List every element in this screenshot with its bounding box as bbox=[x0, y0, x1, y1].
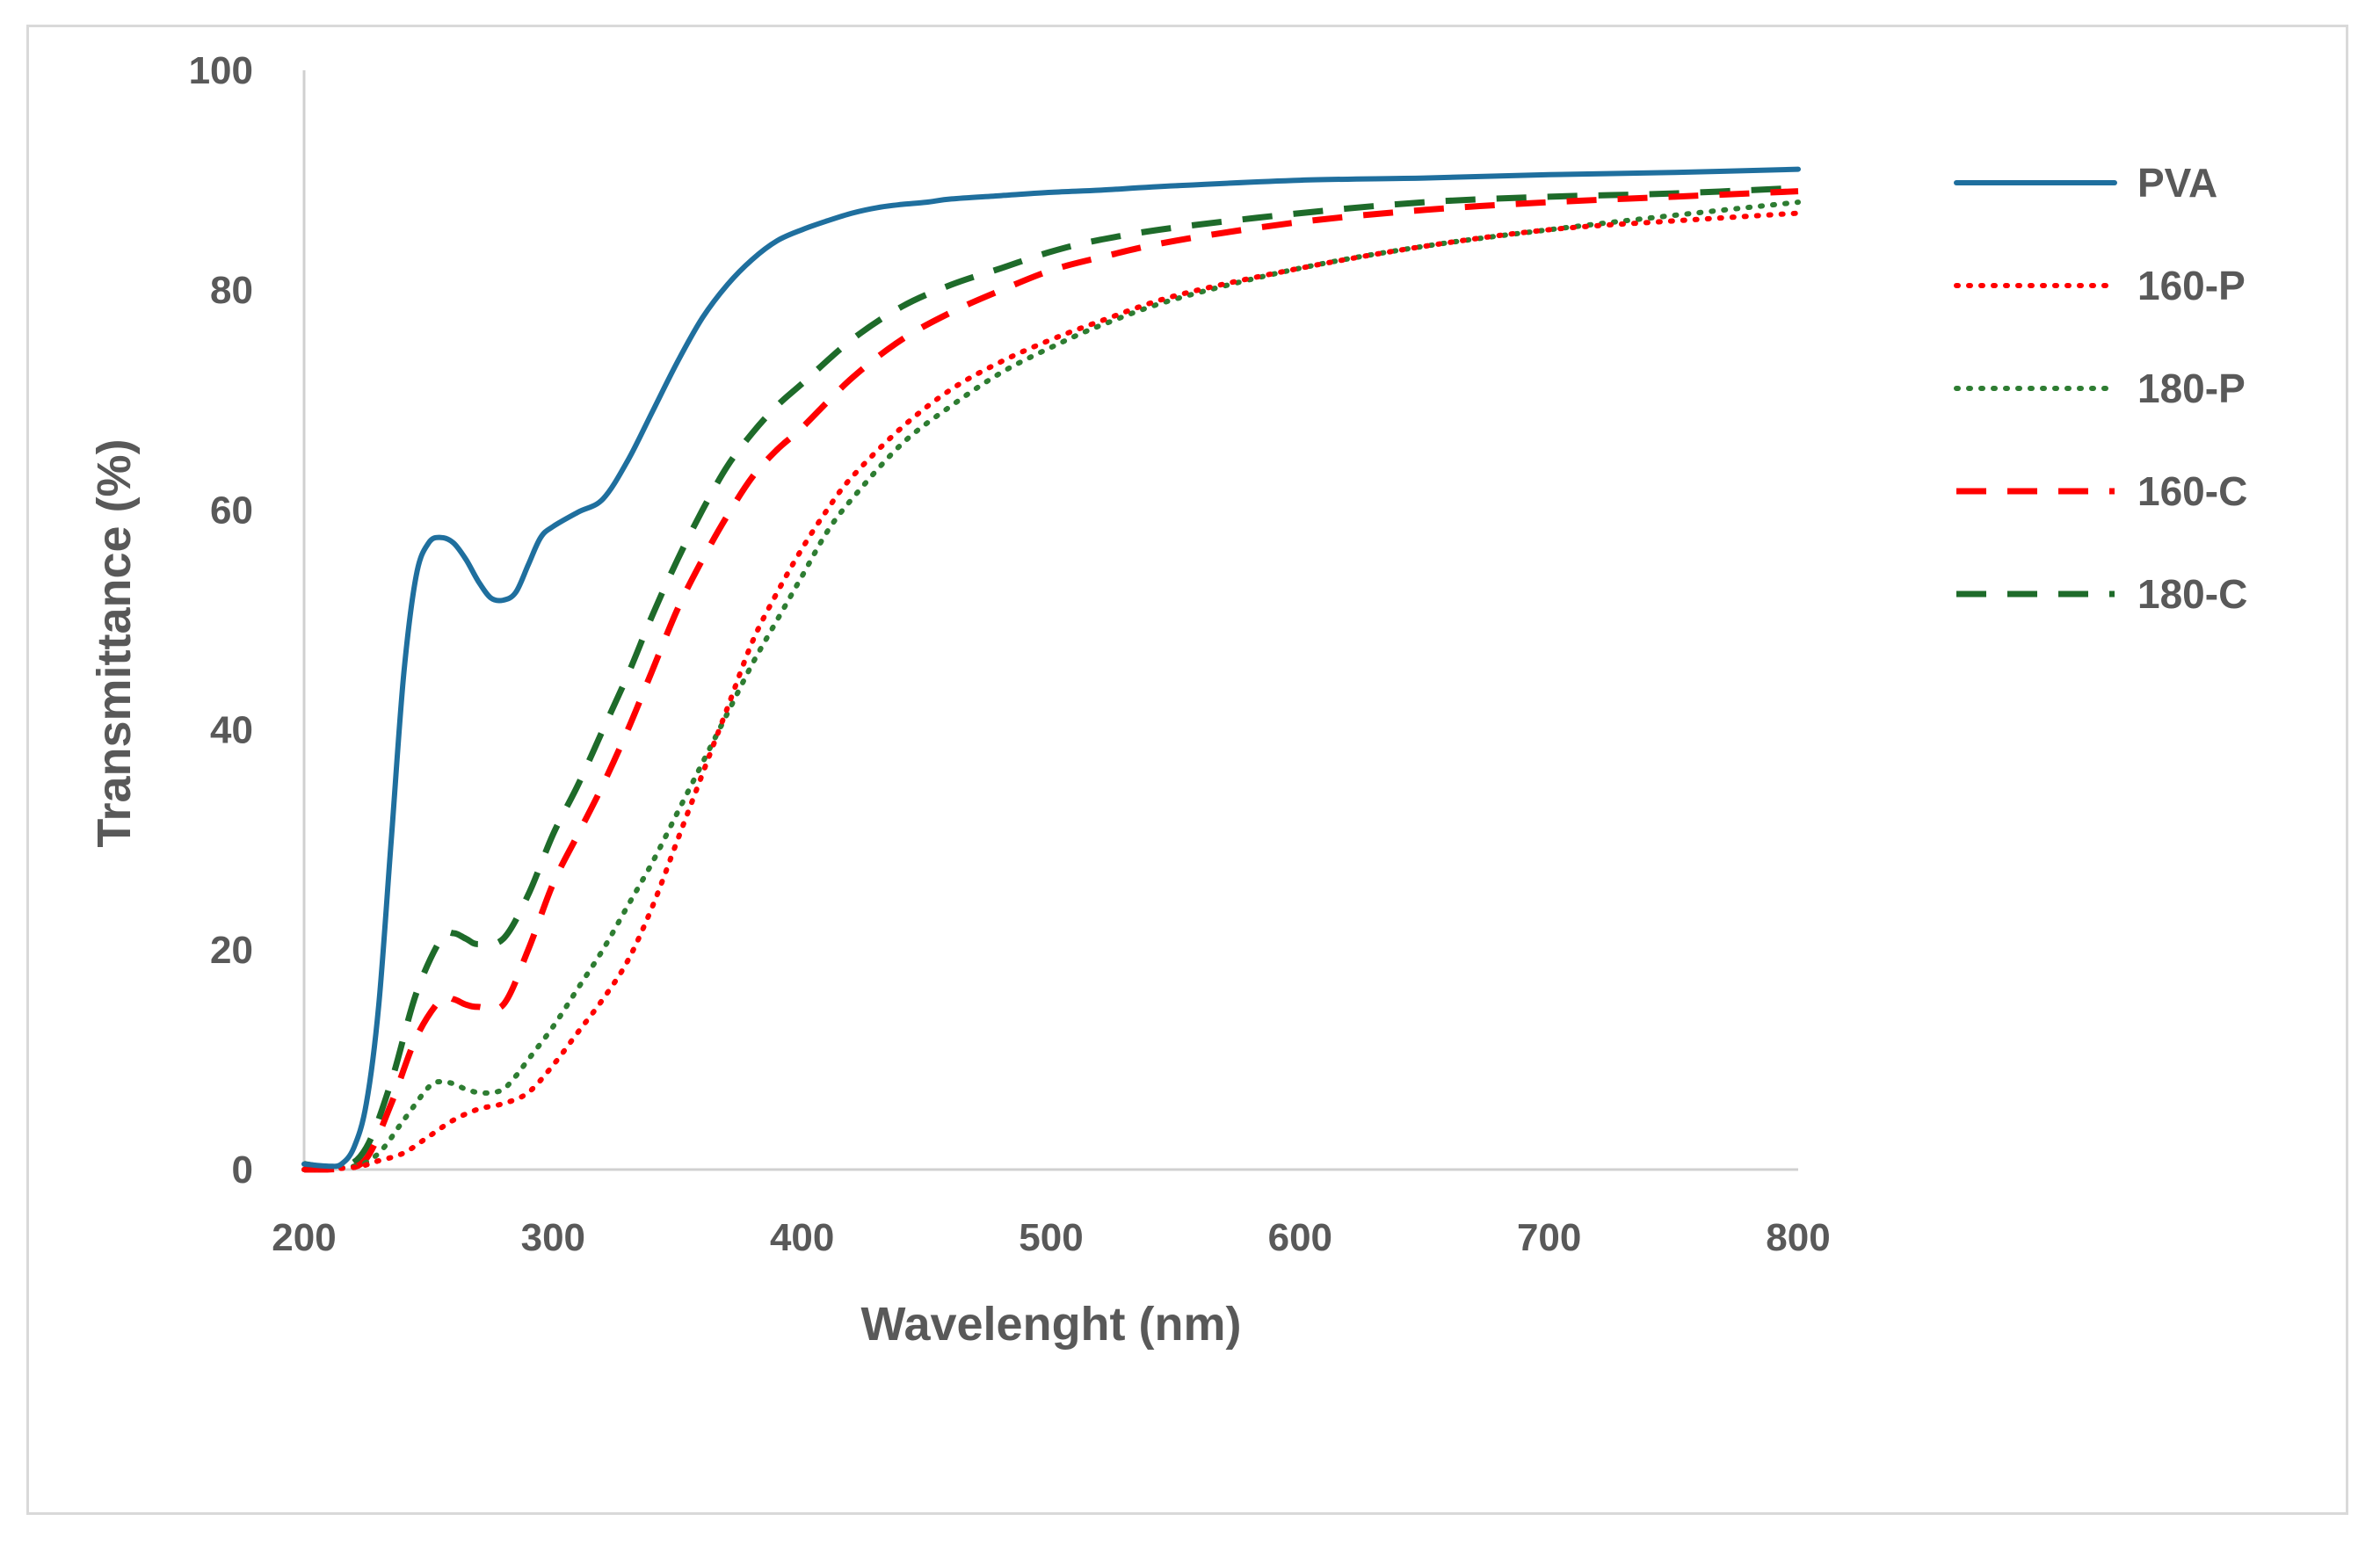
legend-label-180-p: 180-P bbox=[2137, 366, 2246, 411]
series-lines bbox=[301, 166, 1801, 1173]
series-line-180-p bbox=[301, 199, 1801, 1172]
x-tick-label: 800 bbox=[1766, 1216, 1830, 1259]
y-tick-label: 20 bbox=[210, 929, 253, 972]
series-line-160-p bbox=[301, 210, 1801, 1172]
y-tick-label: 40 bbox=[210, 709, 253, 752]
x-tick-label: 200 bbox=[272, 1216, 336, 1259]
x-tick-labels: 200 300 400 500 600 700 800 bbox=[272, 1216, 1830, 1259]
legend: PVA 160-P 180-P 160-C 180-C bbox=[1954, 160, 2247, 617]
x-tick-label: 400 bbox=[770, 1216, 834, 1259]
y-axis-title: Transmittance (%) bbox=[88, 438, 141, 847]
y-tick-label: 60 bbox=[210, 489, 253, 532]
y-tick-labels: 0 20 40 60 80 100 bbox=[189, 49, 253, 1192]
y-tick-label: 0 bbox=[232, 1148, 253, 1192]
y-tick-label: 80 bbox=[210, 269, 253, 312]
y-tick-label: 100 bbox=[189, 49, 253, 92]
chart-frame bbox=[26, 25, 2348, 1515]
series-line-160-c bbox=[303, 188, 1799, 1173]
series-line-pva bbox=[301, 166, 1801, 1170]
series-line-180-c bbox=[303, 185, 1799, 1171]
x-tick-label: 500 bbox=[1019, 1216, 1083, 1259]
x-axis-title: Wavelenght (nm) bbox=[860, 1298, 1241, 1351]
legend-label-160-p: 160-P bbox=[2137, 263, 2246, 308]
x-tick-label: 300 bbox=[521, 1216, 585, 1259]
x-tick-label: 600 bbox=[1268, 1216, 1332, 1259]
legend-label-160-c: 160-C bbox=[2137, 468, 2247, 514]
legend-label-180-c: 180-C bbox=[2137, 571, 2247, 617]
legend-label-pva: PVA bbox=[2137, 160, 2217, 206]
axes bbox=[302, 70, 1798, 1171]
x-tick-label: 700 bbox=[1517, 1216, 1581, 1259]
